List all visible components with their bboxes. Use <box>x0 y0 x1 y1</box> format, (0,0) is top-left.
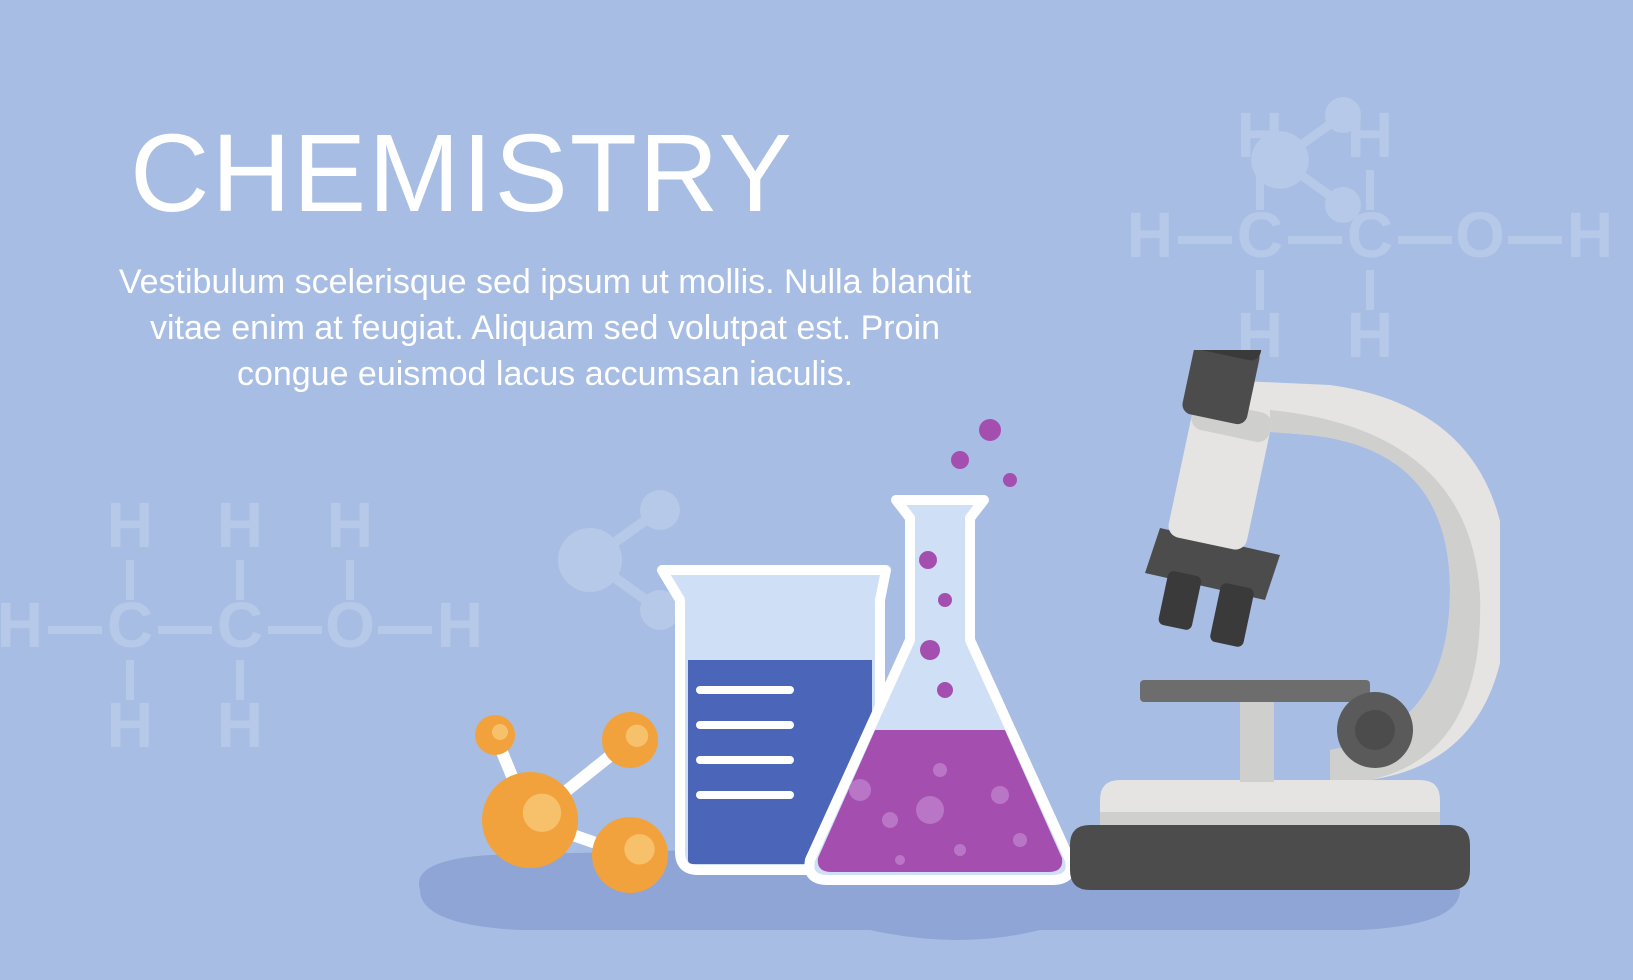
svg-text:O: O <box>1455 199 1505 271</box>
chemistry-infographic: HCCOHHHHHHHCCOHHHHH CHEMISTRY Vestibulum… <box>0 0 1633 980</box>
svg-text:H: H <box>217 489 263 561</box>
lab-illustration <box>400 350 1500 950</box>
microscope-icon <box>1070 350 1500 890</box>
svg-text:H: H <box>107 489 153 561</box>
svg-text:H: H <box>1127 199 1173 271</box>
svg-text:H: H <box>327 489 373 561</box>
svg-text:H: H <box>1567 199 1613 271</box>
title: CHEMISTRY <box>130 110 794 237</box>
svg-text:H: H <box>107 689 153 761</box>
svg-text:H: H <box>0 589 43 661</box>
svg-text:H: H <box>217 689 263 761</box>
